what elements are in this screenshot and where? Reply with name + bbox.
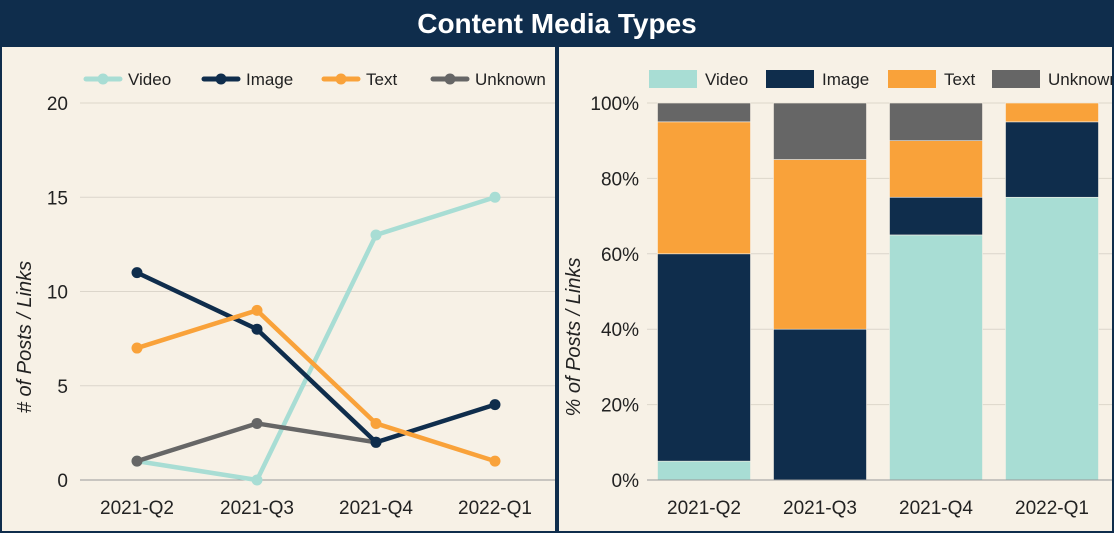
legend-swatch-text bbox=[888, 70, 936, 88]
legend-label-text: Text bbox=[366, 70, 397, 89]
y-tick-label: 20% bbox=[601, 396, 639, 417]
x-tick-label: 2021-Q4 bbox=[899, 498, 973, 519]
y-tick-label: 0 bbox=[57, 471, 68, 492]
bar-segment-text bbox=[889, 140, 983, 198]
legend-label-unknown: Unknown bbox=[1048, 70, 1112, 89]
legend-swatch-image bbox=[766, 70, 814, 88]
data-point-video bbox=[370, 229, 382, 241]
data-point-text bbox=[370, 417, 382, 429]
x-tick-label: 2022-Q1 bbox=[458, 498, 532, 519]
legend-marker-unknown bbox=[444, 73, 456, 85]
legend-label-text: Text bbox=[944, 70, 975, 89]
x-tick-label: 2022-Q1 bbox=[1015, 498, 1089, 519]
bar-segment-video bbox=[1005, 196, 1099, 481]
series-line-text bbox=[134, 308, 498, 464]
y-tick-label: 0% bbox=[612, 471, 640, 492]
bar-segment-text bbox=[1005, 102, 1099, 123]
line-chart: 0 5 10 15 20 2021-Q2 2021-Q3 2021-Q4 2022-Q1 # of… bbox=[14, 70, 555, 519]
legend-marker-image bbox=[215, 73, 227, 85]
bar-segment-unknown bbox=[889, 102, 983, 142]
stacked-bar-chart-panel: 0% 20% 40% 60% 80% 100% % of Posts / Links 2021… bbox=[559, 47, 1112, 531]
legend-label-unknown: Unknown bbox=[475, 70, 546, 89]
legend-label-image: Image bbox=[822, 70, 869, 89]
bar-segment-unknown bbox=[657, 102, 751, 123]
legend-label-video: Video bbox=[128, 70, 171, 89]
y-tick-label: 80% bbox=[601, 169, 639, 190]
legend-marker-video bbox=[97, 73, 109, 85]
y-tick-label: 10 bbox=[47, 283, 68, 304]
y-tick-label: 20 bbox=[47, 94, 68, 115]
x-tick-label: 2021-Q4 bbox=[339, 498, 413, 519]
bar-segment-image bbox=[889, 196, 983, 236]
data-point-video bbox=[251, 474, 263, 486]
x-tick-label: 2021-Q3 bbox=[220, 498, 294, 519]
y-tick-label: 100% bbox=[590, 94, 639, 115]
bar-segment-image bbox=[657, 253, 751, 462]
data-point-unknown bbox=[251, 417, 263, 429]
data-point-unknown bbox=[131, 455, 143, 467]
y-tick-label: 15 bbox=[47, 188, 68, 209]
bar-segment-text bbox=[657, 121, 751, 255]
bar-segment-unknown bbox=[773, 102, 867, 160]
dashboard-title: Content Media Types bbox=[2, 2, 1112, 45]
y-axis-title: % of Posts / Links bbox=[563, 258, 585, 417]
data-point-video bbox=[489, 191, 501, 203]
bar-segment-image bbox=[1005, 121, 1099, 198]
y-tick-label: 5 bbox=[57, 377, 68, 398]
legend-label-video: Video bbox=[705, 70, 748, 89]
bar-segment-text bbox=[773, 159, 867, 330]
data-point-image bbox=[131, 267, 143, 279]
stacked-bar-chart: 0% 20% 40% 60% 80% 100% % of Posts / Links 2021… bbox=[563, 70, 1112, 519]
line-chart-panel: 0 5 10 15 20 2021-Q2 2021-Q3 2021-Q4 2022-Q1 # of… bbox=[2, 47, 555, 531]
legend-label-image: Image bbox=[246, 70, 293, 89]
data-point-image bbox=[251, 323, 263, 335]
legend-swatch-unknown bbox=[992, 70, 1040, 88]
data-point-text bbox=[251, 304, 263, 316]
x-tick-label: 2021-Q2 bbox=[100, 498, 174, 519]
legend-swatch-video bbox=[649, 70, 697, 88]
y-axis-title: # of Posts / Links bbox=[14, 261, 36, 413]
bar-segment-video bbox=[889, 234, 983, 481]
series-line-video bbox=[134, 195, 498, 483]
bar-segment-video bbox=[657, 460, 751, 481]
data-point-text bbox=[489, 455, 501, 467]
data-point-image bbox=[370, 436, 382, 448]
series-line-unknown bbox=[134, 421, 379, 464]
data-point-text bbox=[131, 342, 143, 354]
y-tick-label: 40% bbox=[601, 320, 639, 341]
legend-marker-text bbox=[335, 73, 347, 85]
x-tick-label: 2021-Q2 bbox=[667, 498, 741, 519]
data-point-image bbox=[489, 399, 501, 411]
y-tick-label: 60% bbox=[601, 245, 639, 266]
x-tick-label: 2021-Q3 bbox=[783, 498, 857, 519]
series-line-image bbox=[134, 270, 498, 445]
bar-segment-image bbox=[773, 328, 867, 481]
